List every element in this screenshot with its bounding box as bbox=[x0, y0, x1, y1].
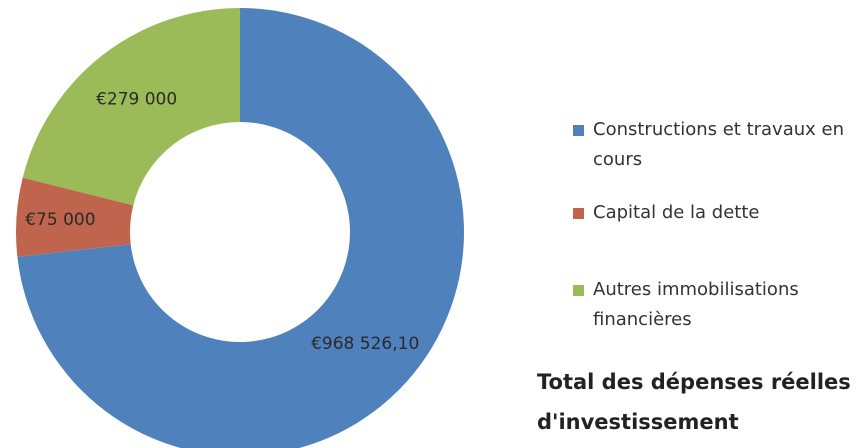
donut-slice bbox=[17, 8, 464, 448]
legend-item: Constructions et travaux en cours bbox=[573, 115, 863, 175]
donut-slice bbox=[22, 8, 240, 206]
legend-label: Constructions et travaux en cours bbox=[593, 119, 844, 170]
data-label: €968 526,10 bbox=[311, 334, 419, 354]
legend-item: Autres immobilisations financières bbox=[573, 275, 863, 335]
legend-item: Capital de la dette bbox=[573, 198, 863, 228]
data-label: €75 000 bbox=[25, 210, 95, 230]
data-label: €279 000 bbox=[96, 90, 177, 110]
donut-slice bbox=[16, 177, 134, 257]
legend-swatch bbox=[573, 125, 584, 136]
legend-label: Capital de la dette bbox=[593, 202, 760, 223]
legend-swatch bbox=[573, 285, 584, 296]
legend-swatch bbox=[573, 208, 584, 219]
chart-title: Total des dépenses réelles d'investissem… bbox=[537, 370, 851, 434]
legend-label: Autres immobilisations financières bbox=[593, 279, 799, 330]
